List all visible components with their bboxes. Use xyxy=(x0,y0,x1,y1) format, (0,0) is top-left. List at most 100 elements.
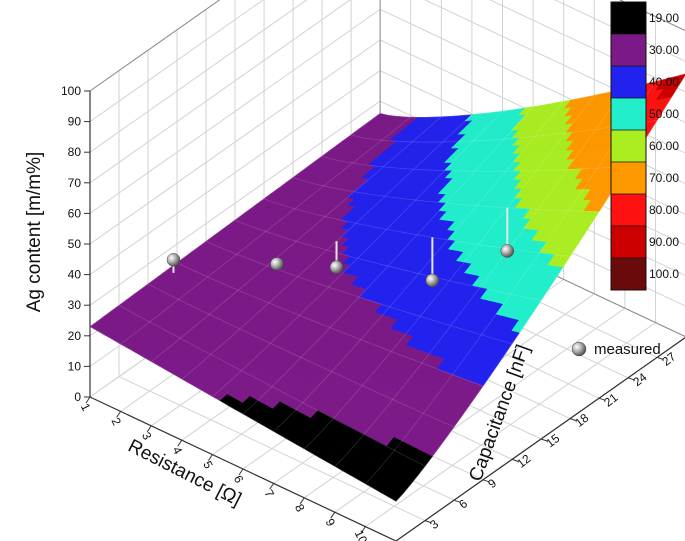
y-tick xyxy=(569,418,577,422)
legend: measured xyxy=(571,341,661,358)
y-tick-label: 24 xyxy=(630,370,649,389)
grid-line xyxy=(89,8,381,214)
colorbar-segment xyxy=(611,194,646,226)
measured-points xyxy=(166,207,515,288)
x-tick-label: 9 xyxy=(323,516,339,529)
grid-line xyxy=(89,39,381,245)
x-tick-label: 10 xyxy=(352,528,371,541)
y-tick-label: 9 xyxy=(485,476,499,491)
mesh-line xyxy=(89,113,381,327)
colorbar-segment xyxy=(611,258,646,290)
colorbar-label: 100.0 xyxy=(649,267,679,281)
mesh-line xyxy=(150,116,442,362)
box-edge xyxy=(89,0,221,92)
colorbar-segment xyxy=(611,2,646,34)
x-tick xyxy=(207,454,213,461)
z-tick-label: 80 xyxy=(68,145,82,159)
colorbar-label: 90.00 xyxy=(649,235,679,249)
y-tick-label: 12 xyxy=(514,451,533,470)
measured-point xyxy=(500,207,515,258)
mesh-line xyxy=(176,262,484,387)
x-tick xyxy=(146,425,152,433)
y-tick xyxy=(482,479,490,483)
grid-line xyxy=(89,0,308,153)
x-tick-label: 7 xyxy=(261,487,277,500)
colorbar-label: 50.00 xyxy=(649,107,679,121)
x-tick xyxy=(85,396,91,404)
x-tick xyxy=(177,439,183,447)
mesh-line xyxy=(273,101,564,432)
measured-marker xyxy=(166,253,181,267)
colorbar-segment xyxy=(611,226,646,258)
legend-label: measured xyxy=(594,341,661,358)
mesh-line xyxy=(263,198,571,257)
y-tick xyxy=(511,458,519,462)
x-tick xyxy=(360,526,366,533)
measured-marker xyxy=(425,273,440,288)
colorbar-label: 40.00 xyxy=(649,75,679,89)
colorbar-segment xyxy=(611,98,646,130)
surface-patch xyxy=(387,488,404,502)
z-tick-label: 60 xyxy=(68,206,82,220)
colorbar-segment xyxy=(611,130,646,162)
grid-line xyxy=(89,0,264,123)
y-tick-label: 3 xyxy=(427,517,441,532)
x-tick-label: 2 xyxy=(108,415,124,428)
measured-marker xyxy=(500,244,515,258)
measured-point xyxy=(166,253,181,273)
z-tick-label: 30 xyxy=(68,298,82,312)
measured-point xyxy=(425,237,440,288)
y-tick-label: 18 xyxy=(572,411,591,430)
mesh-line xyxy=(242,106,534,415)
z-tick-label: 20 xyxy=(68,329,82,343)
x-tick xyxy=(299,497,305,505)
colorbar-label: 30.00 xyxy=(649,43,679,57)
measured-marker xyxy=(270,257,284,271)
y-tick xyxy=(598,397,606,401)
grid-line xyxy=(89,100,381,306)
z-tick-label: 50 xyxy=(68,237,82,251)
grid-line xyxy=(89,0,351,184)
colorbar-segment xyxy=(611,66,646,98)
x-tick xyxy=(238,468,244,476)
mesh-line xyxy=(365,81,656,485)
grid-line xyxy=(118,376,426,522)
x-tick-label: 5 xyxy=(200,459,216,472)
colorbar: 19.00 30.00 40.00 50.00 60.00 70.00 80.00 90.00… xyxy=(610,1,679,291)
y-tick xyxy=(656,356,664,360)
x-tick xyxy=(269,483,275,490)
colorbar-segment xyxy=(611,162,646,194)
mesh-line xyxy=(292,177,600,213)
z-tick-label: 70 xyxy=(68,176,82,190)
x-tick-label: 6 xyxy=(231,473,247,486)
y-tick-label: 27 xyxy=(659,349,678,368)
measured-point xyxy=(270,257,284,271)
mesh-line xyxy=(181,114,473,380)
z-tick-label: 100 xyxy=(61,84,81,98)
z-tick-label: 10 xyxy=(68,359,82,373)
mesh-line xyxy=(351,119,658,143)
z-axis-title: Ag content [m/m%] xyxy=(24,152,45,313)
surface xyxy=(89,73,685,502)
mesh-line xyxy=(334,88,626,467)
y-tick xyxy=(453,499,461,503)
mesh-line xyxy=(212,110,503,397)
y-tick xyxy=(627,377,635,381)
colorbar-label: 80.00 xyxy=(649,203,679,217)
mesh-line xyxy=(89,326,397,502)
colorbar-segment xyxy=(611,34,646,66)
colorbar-label: 60.00 xyxy=(649,139,679,153)
mesh-line xyxy=(147,283,455,428)
z-tick-label: 90 xyxy=(68,115,82,129)
grid-line xyxy=(89,70,381,276)
colorbar-label: 19.00 xyxy=(649,11,679,25)
y-tick xyxy=(540,438,548,442)
measured-marker xyxy=(329,260,344,274)
x-tick xyxy=(330,511,336,519)
mesh-line xyxy=(205,240,513,345)
y-tick-label: 6 xyxy=(456,496,470,511)
mesh-line xyxy=(234,219,542,301)
mesh-line xyxy=(303,95,595,450)
mesh-line xyxy=(118,304,426,467)
